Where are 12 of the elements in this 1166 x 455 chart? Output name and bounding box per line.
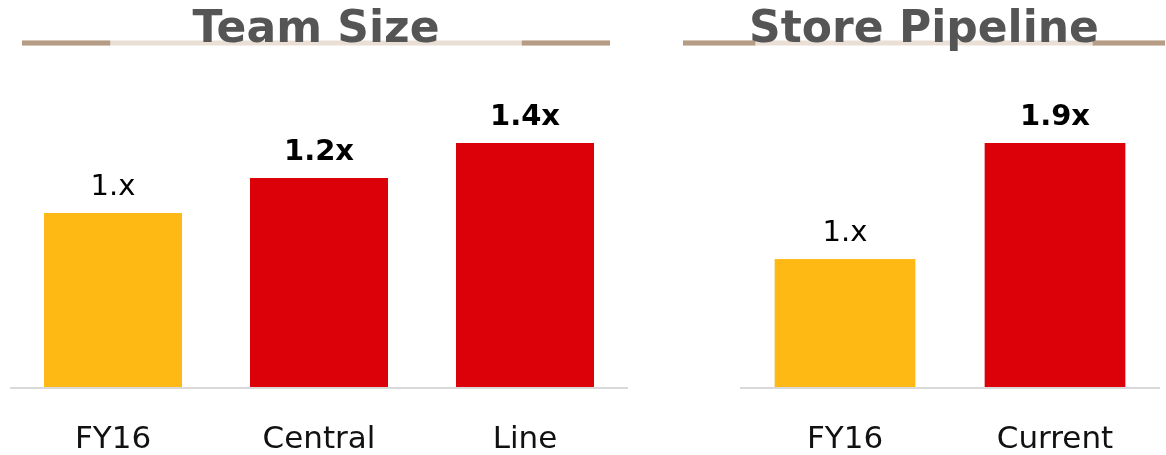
data-label: 1.9x	[1019, 98, 1091, 132]
chart-title: Team Size	[192, 1, 440, 52]
x-tick-label: Line	[492, 419, 558, 455]
chart-title: Store Pipeline	[749, 1, 1099, 52]
data-label: 1.2x	[283, 133, 355, 167]
x-tick-label: Central	[262, 419, 376, 455]
data-label: 1.4x	[489, 98, 561, 132]
x-tick-label: Current	[996, 419, 1114, 455]
x-tick-label: FY16	[806, 419, 884, 455]
data-label: 1.x	[90, 168, 136, 202]
data-label: 1.x	[822, 214, 868, 249]
x-tick-label: FY16	[74, 419, 152, 455]
